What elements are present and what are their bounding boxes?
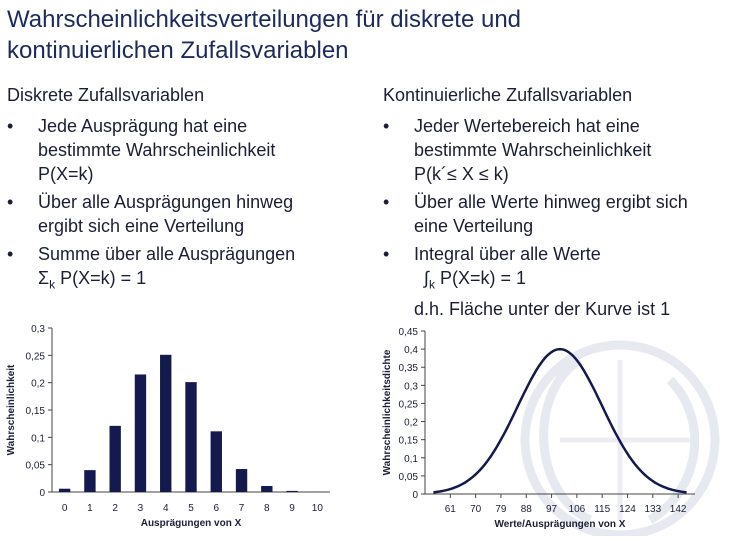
continuous-density-chart: 0 0,05 0,1 0,15 0,2 0,25 0,3 0,35 0,4 0,45 61 70 79 8… [375,318,705,536]
list-item: • Über alle Werte hinweg ergibt sich ein… [383,190,729,238]
y-axis-title: Wahrscheinlichkeit [6,364,17,455]
discrete-bar-chart: 0 0,05 0,1 0,15 0,2 0,25 0,3 0 1 2 3 4 5 6 7 8 9 10 Ausprä… [0,318,340,536]
text-line: ergibt sich eine Verteilung [38,214,367,238]
list-item: • Jeder Wertebereich hat eine bestimmte … [383,114,729,186]
y-tick-label: 0 [39,488,45,499]
y-tick-label: 0,35 [399,363,419,374]
discrete-heading: Diskrete Zufallsvariablen [7,84,367,106]
discrete-bullet-list: • Jede Ausprägung hat eine bestimmte Wah… [7,114,367,297]
bar [59,489,70,492]
y-tick-label: 0,2 [404,418,418,429]
text-line: eine Verteilung [414,214,729,238]
x-axis-title: Ausprägungen von X [141,518,242,529]
y-tick-label: 0,45 [399,327,419,338]
bullet-icon: • [383,242,389,266]
y-tick-label: 0,05 [26,461,46,472]
text-line: P(X=k) [38,162,367,186]
bar [211,431,222,492]
text-line: Integral über alle Werte [414,242,729,266]
x-tick-label: 1 [87,503,93,514]
x-tick-label: 4 [163,503,169,514]
y-tick-label: 0,2 [31,379,45,390]
page-title: Wahrscheinlichkeitsverteilungen für disk… [7,4,722,66]
bar [236,469,247,492]
y-tick-label: 0,15 [399,436,419,447]
x-tick-label: 7 [239,503,245,514]
text-line: Summe über alle Ausprägungen [38,242,367,266]
bar [160,355,171,492]
x-tick-label: 61 [445,504,457,515]
text-line: P(k´≤ X ≤ k) [414,162,729,186]
x-tick-label: 3 [138,503,144,514]
y-tick-label: 0,1 [404,454,418,465]
text-line: Jede Ausprägung hat eine [38,114,367,138]
y-axis-title: Wahrscheinlichkeitsdichte [382,349,393,475]
x-tick-label: 133 [644,504,661,515]
y-tick-label: 0,15 [26,406,46,417]
list-item: • Jede Ausprägung hat eine bestimmte Wah… [7,114,367,186]
sum-symbol: Σ [38,268,49,288]
bullet-icon: • [7,242,13,266]
continuous-column: Kontinuierliche Zufallsvariablen • Jeder… [383,84,729,325]
x-tick-label: 142 [670,504,687,515]
text-line: Über alle Ausprägungen hinweg [38,190,367,214]
sum-expression: P(X=k) = 1 [55,268,146,288]
y-tick-label: 0,4 [404,345,418,356]
y-tick-label: 0,3 [31,324,45,335]
bar [286,491,297,492]
x-tick-label: 8 [264,503,270,514]
density-curve [433,349,686,492]
bar [185,382,196,492]
bullet-icon: • [7,114,13,138]
text-line: bestimmte Wahrscheinlichkeit [414,138,729,162]
area-note: d.h. Fläche unter der Kurve ist 1 [414,297,729,321]
bar [135,374,146,492]
y-tick-label: 0 [412,490,418,501]
bar [84,470,95,492]
x-tick-label: 106 [569,504,586,515]
list-item: • Über alle Ausprägungen hinweg ergibt s… [7,190,367,238]
title-line-2: kontinuierlichen Zufallsvariablen [7,35,722,66]
bullet-icon: • [383,190,389,214]
bar [261,486,272,492]
list-item: • Integral über alle Werte ∫k P(X=k) = 1… [383,242,729,321]
integral-formula: ∫k P(X=k) = 1 [414,266,729,297]
continuous-heading: Kontinuierliche Zufallsvariablen [383,84,729,106]
x-tick-label: 5 [188,503,194,514]
text-line: bestimmte Wahrscheinlichkeit [38,138,367,162]
continuous-bullet-list: • Jeder Wertebereich hat eine bestimmte … [383,114,729,321]
discrete-column: Diskrete Zufallsvariablen • Jede Auspräg… [7,84,367,301]
x-tick-label: 9 [289,503,295,514]
y-tick-label: 0,1 [31,433,45,444]
title-line-1: Wahrscheinlichkeitsverteilungen für disk… [7,4,722,35]
sum-formula: Σk P(X=k) = 1 [38,266,367,297]
x-tick-label: 0 [62,503,68,514]
bullet-icon: • [383,114,389,138]
y-tick-label: 0,25 [26,351,46,362]
x-axis-title: Werte/Ausprägungen von X [495,519,626,530]
bar [109,426,120,492]
x-tick-label: 115 [594,504,610,515]
x-tick-label: 2 [112,503,118,514]
x-tick-label: 10 [312,503,324,514]
y-tick-label: 0,25 [399,399,419,410]
x-tick-label: 79 [495,504,507,515]
x-tick-label: 124 [619,504,636,515]
bullet-icon: • [7,190,13,214]
y-tick-label: 0,3 [404,381,418,392]
x-tick-label: 97 [546,504,558,515]
text-line: Jeder Wertebereich hat eine [414,114,729,138]
x-tick-label: 88 [521,504,533,515]
x-tick-label: 6 [213,503,219,514]
text-line: Über alle Werte hinweg ergibt sich [414,190,729,214]
y-tick-label: 0,05 [399,472,419,483]
integral-expression: P(X=k) = 1 [435,268,526,288]
x-tick-label: 70 [470,504,482,515]
list-item: • Summe über alle Ausprägungen Σk P(X=k)… [7,242,367,297]
